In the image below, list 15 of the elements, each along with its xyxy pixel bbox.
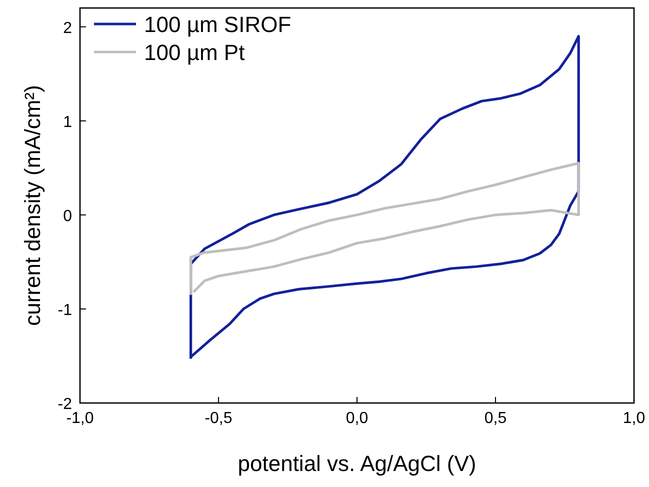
x-axis-title: potential vs. Ag/AgCl (V) [238,451,476,476]
x-tick-label: 0,5 [484,410,507,427]
y-tick-label: 2 [63,20,72,37]
legend-label: 100 µm Pt [144,40,245,65]
y-tick-label: 1 [63,114,72,131]
y-tick-label: 0 [63,208,72,225]
x-tick-label: -0,5 [204,410,232,427]
y-axis-title: current density (mA/cm²) [20,85,45,326]
line-series [190,162,580,296]
legend-label: 100 µm SIROF [144,12,292,37]
x-tick-label: -1,0 [66,410,94,427]
x-tick-label: 1,0 [622,410,646,427]
y-tick-label: -1 [58,302,72,319]
x-tick-label: 0,0 [346,410,368,427]
y-tick-label: -2 [58,396,72,413]
